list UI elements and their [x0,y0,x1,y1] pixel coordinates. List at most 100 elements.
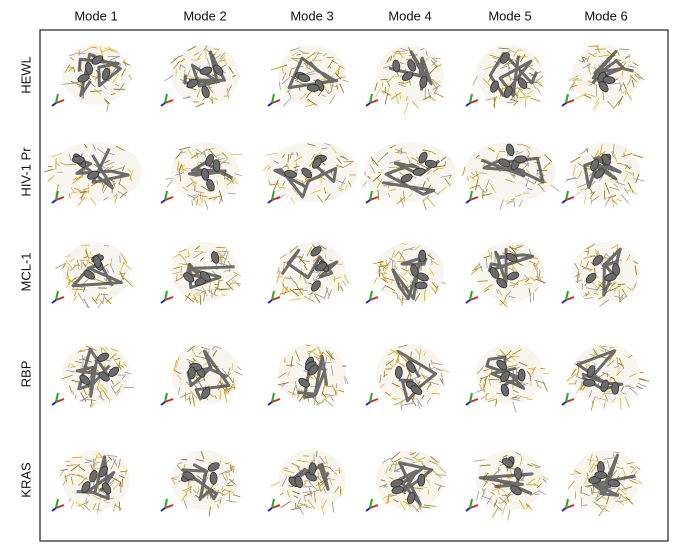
axis-z [161,200,165,203]
axis-z [562,200,566,203]
side-chain [617,199,622,201]
side-chain [283,98,291,106]
axis-z [562,300,566,303]
structure-image [562,450,642,516]
axis-z [52,508,56,511]
structure-image [268,344,348,406]
side-chain [74,296,77,301]
axis-z [466,300,470,303]
structure-image [366,242,446,306]
row-label: RBP [18,361,33,388]
side-chain [401,402,402,411]
side-chain [344,275,348,284]
axis-z [366,402,370,405]
helix [514,155,526,163]
side-chain [584,196,586,204]
axis-z [562,508,566,511]
axis-z [366,103,370,106]
column-header: Mode 5 [488,8,531,23]
side-chain [508,510,510,521]
structure-image [52,450,130,513]
side-chain [288,486,293,487]
structure-image [161,344,243,407]
side-chain [374,277,377,283]
structure-image [562,344,649,410]
axis-z [466,402,470,405]
structure-image [268,450,346,515]
structure-image [363,142,456,210]
side-chain [115,505,122,509]
side-chain [375,88,380,97]
side-chain [120,256,121,263]
axis-z [466,200,470,203]
side-chain [185,257,189,258]
side-chain [619,290,620,301]
side-chain [400,95,401,99]
side-chain [474,460,485,462]
side-chain [527,399,533,400]
axis-z [562,402,566,405]
axis-z [161,300,165,303]
helix [583,379,595,386]
helix [518,369,525,381]
helix [210,472,217,484]
structure-shadow [278,45,346,105]
column-header: Mode 2 [183,8,226,23]
side-chain [605,510,609,512]
axis-z [52,402,56,405]
side-chain [131,175,132,181]
axis-z [466,103,470,106]
helix [395,366,403,378]
structure-image [52,242,133,308]
side-chain [519,200,522,207]
structure-image [44,142,142,206]
structure-image [268,45,348,107]
axis-z [52,300,56,303]
structure-image [562,142,644,207]
column-header: Mode 4 [388,8,431,23]
side-chain [167,180,173,188]
side-chain [530,294,531,302]
structure-image [366,45,444,114]
side-chain [427,198,435,207]
structure-image [466,344,549,412]
side-chain [165,178,173,179]
structure-image [366,450,447,512]
column-header: Mode 6 [584,8,627,23]
side-chain [640,372,644,373]
axis-z [268,508,272,511]
helix [612,382,619,394]
side-chain [583,505,587,506]
axis-z [52,103,56,106]
axis-z [366,200,370,203]
structure-image [52,45,132,112]
side-chain [576,192,581,195]
side-chain [119,501,120,511]
side-chain [625,397,629,407]
axis-z [366,300,370,303]
side-chain [281,501,291,507]
side-chain [638,383,647,387]
helix [72,156,84,163]
side-chain [192,199,193,205]
side-chain [363,181,367,186]
structure-image [562,45,644,110]
frame [40,30,668,541]
structure-image [466,450,548,520]
structure-image [463,142,560,210]
side-chain [423,200,426,211]
side-chain [613,144,614,154]
structure-image [466,242,546,307]
side-chain [324,381,325,387]
structure-image [268,242,348,303]
side-chain [477,491,479,501]
side-chain [620,398,621,409]
helix [419,250,426,262]
side-chain [48,178,52,182]
side-chain [71,502,74,509]
side-chain [519,50,524,51]
side-chain [228,193,236,194]
structure-image [161,242,241,305]
